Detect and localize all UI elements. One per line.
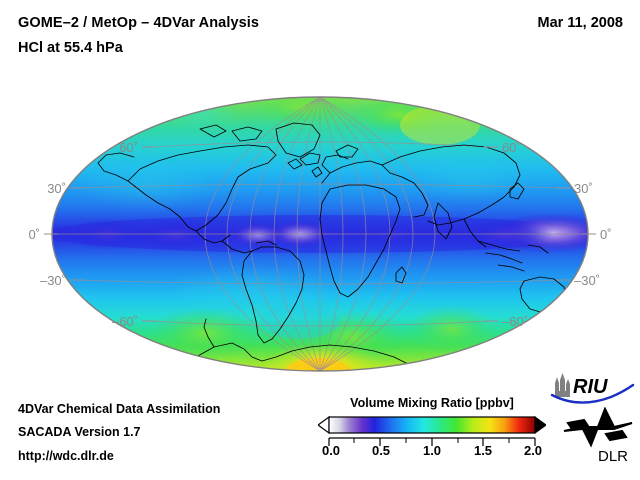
footer-line-url[interactable]: http://wdc.dlr.de <box>18 449 114 463</box>
lat-label-right-0: 0˚ <box>600 227 612 242</box>
colorbar-minor-ticks <box>353 438 510 443</box>
graticule <box>52 97 588 371</box>
page-subtitle: HCl at 55.4 hPa <box>18 40 123 56</box>
colorbar-tick-labels: 0.0 0.5 1.0 1.5 2.0 <box>318 443 546 461</box>
colorbar: Volume Mixing Ratio [ppbv] <box>318 396 546 468</box>
riu-tower-icon <box>555 373 570 397</box>
lat-label-left-minus60: –60˚ <box>112 314 138 329</box>
riu-swoosh-icon <box>550 383 635 404</box>
riu-wordmark: RIU <box>573 376 608 398</box>
colorbar-tick-1: 0.5 <box>371 443 391 458</box>
colorbar-high-arrow <box>534 415 546 435</box>
page-title: GOME–2 / MetOp – 4DVar Analysis <box>18 15 260 31</box>
colorbar-axis <box>328 437 536 446</box>
dlr-logo: DLR <box>563 407 633 465</box>
colorbar-tick-3: 1.5 <box>473 443 493 458</box>
colorbar-gradient <box>328 416 536 434</box>
map-canvas: 60˚ 30˚ 0˚ –30˚ –60˚ 60˚ 30˚ 0˚ –30˚ –60… <box>28 96 612 372</box>
lat-label-left-60: 60˚ <box>119 140 138 155</box>
lat-label-left-0: 0˚ <box>28 227 40 242</box>
footer-line-version: SACADA Version 1.7 <box>18 425 141 439</box>
dlr-wordmark: DLR <box>598 448 628 465</box>
colorbar-tick-2: 1.0 <box>422 443 442 458</box>
colorbar-tick-0: 0.0 <box>321 443 341 458</box>
colorbar-title: Volume Mixing Ratio [ppbv] <box>350 396 514 410</box>
analysis-date: Mar 11, 2008 <box>537 15 623 31</box>
data-field <box>52 97 588 371</box>
lat-label-left-30: 30˚ <box>47 181 66 196</box>
latitude-ticks <box>44 146 596 322</box>
colorbar-scale <box>318 415 546 446</box>
lat-label-right-60: 60˚ <box>502 140 521 155</box>
colorbar-tick-4: 2.0 <box>523 443 543 458</box>
dlr-mark-icon <box>563 407 633 448</box>
lat-label-right-30: 30˚ <box>574 181 593 196</box>
footer-line-method: 4DVar Chemical Data Assimilation <box>18 402 221 416</box>
lat-label-right-minus30: –30˚ <box>574 273 600 288</box>
colorbar-low-arrow <box>318 415 330 435</box>
riu-logo: RIU <box>550 373 635 404</box>
global-map: 60˚ 30˚ 0˚ –30˚ –60˚ 60˚ 30˚ 0˚ –30˚ –60… <box>0 85 640 385</box>
lat-label-left-minus30: –30˚ <box>40 273 66 288</box>
lat-label-right-minus60: –60˚ <box>502 314 528 329</box>
